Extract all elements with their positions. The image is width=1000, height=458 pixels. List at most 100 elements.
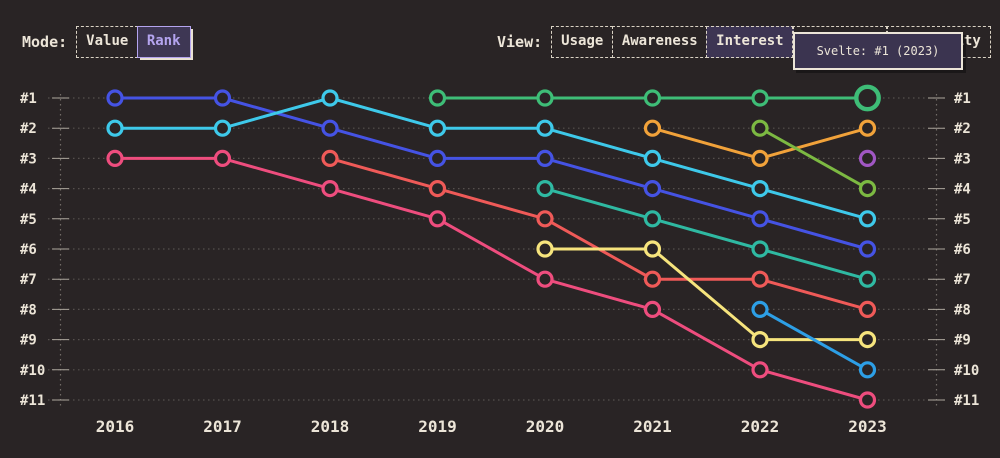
view-label: View: bbox=[497, 33, 543, 51]
data-point[interactable] bbox=[751, 89, 769, 107]
data-point[interactable] bbox=[751, 361, 769, 379]
data-point[interactable] bbox=[858, 149, 877, 167]
data-point[interactable] bbox=[643, 180, 662, 198]
data-point[interactable] bbox=[643, 119, 662, 137]
data-point[interactable] bbox=[858, 270, 877, 288]
year-label: 2021 bbox=[633, 417, 672, 436]
x-axis-labels: 2016 2017 2018 2019 2020 2021 2022 2023 bbox=[96, 417, 887, 436]
data-point[interactable] bbox=[428, 119, 447, 137]
year-label: 2023 bbox=[848, 417, 887, 436]
data-point[interactable] bbox=[428, 180, 447, 198]
data-point[interactable] bbox=[213, 149, 232, 167]
rank-label-right: #10 bbox=[954, 363, 979, 379]
series-line-series-lime bbox=[758, 126, 869, 191]
data-point[interactable] bbox=[858, 391, 877, 409]
data-point[interactable] bbox=[428, 149, 447, 167]
mode-label: Mode: bbox=[22, 33, 68, 51]
data-point[interactable] bbox=[858, 180, 877, 198]
data-point[interactable] bbox=[751, 240, 769, 258]
series-line-series-salmon bbox=[328, 156, 869, 311]
data-point[interactable] bbox=[106, 149, 124, 167]
series-line-series-cyan bbox=[113, 96, 869, 221]
rank-label-left: #2 bbox=[20, 121, 37, 137]
data-point[interactable] bbox=[106, 89, 124, 107]
rank-label-left: #8 bbox=[20, 302, 37, 318]
rank-label-right: #11 bbox=[954, 393, 979, 409]
data-point[interactable] bbox=[858, 300, 877, 318]
data-point[interactable] bbox=[643, 210, 662, 228]
view-option-awareness[interactable]: Awareness bbox=[611, 26, 708, 58]
data-point[interactable] bbox=[858, 240, 877, 258]
data-point[interactable] bbox=[751, 119, 769, 137]
data-point[interactable] bbox=[858, 210, 877, 228]
rank-label-left: #11 bbox=[20, 393, 45, 409]
series-points bbox=[106, 84, 881, 409]
tooltip-text: Svelte: #1 (2023) bbox=[816, 44, 940, 58]
rank-label-left: #1 bbox=[20, 91, 37, 107]
y-axis-right-labels: #1 #2 #3 #4 #5 #6 #7 #8 #9 #10 #11 bbox=[954, 91, 979, 409]
data-point[interactable] bbox=[751, 210, 769, 228]
data-point[interactable] bbox=[536, 270, 554, 288]
view-option-usage[interactable]: Usage bbox=[551, 26, 614, 58]
data-point[interactable] bbox=[536, 89, 554, 107]
series-line-series-blue bbox=[113, 96, 869, 251]
rank-label-left: #3 bbox=[20, 151, 37, 167]
rank-label-right: #6 bbox=[954, 242, 971, 258]
data-point[interactable] bbox=[751, 331, 769, 349]
year-label: 2020 bbox=[526, 417, 565, 436]
year-label: 2017 bbox=[203, 417, 242, 436]
data-point[interactable] bbox=[643, 300, 662, 318]
series-line-series-pink bbox=[113, 156, 869, 402]
rank-label-right: #2 bbox=[954, 121, 971, 137]
data-point[interactable] bbox=[321, 89, 339, 107]
rank-label-right: #5 bbox=[954, 212, 971, 228]
rank-label-right: #3 bbox=[954, 151, 971, 167]
data-point[interactable] bbox=[428, 89, 447, 107]
data-point[interactable] bbox=[858, 119, 877, 137]
series-line-series-sky bbox=[758, 307, 869, 372]
rank-label-right: #8 bbox=[954, 302, 971, 318]
data-point[interactable] bbox=[536, 149, 554, 167]
data-point[interactable] bbox=[643, 89, 662, 107]
data-point[interactable] bbox=[858, 361, 877, 379]
rank-label-right: #1 bbox=[954, 91, 971, 107]
data-point[interactable] bbox=[213, 119, 232, 137]
data-point[interactable] bbox=[751, 180, 769, 198]
rank-label-left: #9 bbox=[20, 333, 37, 349]
data-point[interactable] bbox=[536, 210, 554, 228]
series-line-series-teal bbox=[543, 187, 869, 281]
data-point[interactable] bbox=[428, 210, 447, 228]
data-point[interactable] bbox=[643, 240, 662, 258]
data-point[interactable] bbox=[321, 149, 339, 167]
data-point[interactable] bbox=[321, 119, 339, 137]
view-option-interest[interactable]: Interest bbox=[706, 26, 794, 58]
y-axis-left-labels: #1 #2 #3 #4 #5 #6 #7 #8 #9 #10 #11 bbox=[20, 91, 45, 409]
hover-tooltip: Svelte: #1 (2023) bbox=[793, 32, 963, 70]
rank-label-left: #6 bbox=[20, 242, 37, 258]
data-point[interactable] bbox=[536, 180, 554, 198]
data-point[interactable] bbox=[858, 331, 877, 349]
rank-label-left: #7 bbox=[20, 272, 37, 288]
data-point[interactable] bbox=[106, 119, 124, 137]
data-point[interactable] bbox=[643, 270, 662, 288]
data-point-highlighted[interactable] bbox=[854, 84, 881, 112]
data-point[interactable] bbox=[536, 240, 554, 258]
data-point[interactable] bbox=[321, 180, 339, 198]
rank-label-right: #7 bbox=[954, 272, 971, 288]
rank-label-left: #4 bbox=[20, 182, 37, 198]
rank-label-left: #5 bbox=[20, 212, 37, 228]
data-point[interactable] bbox=[213, 89, 232, 107]
year-label: 2018 bbox=[311, 417, 350, 436]
rank-label-left: #10 bbox=[20, 363, 45, 379]
mode-option-rank[interactable]: Rank bbox=[136, 26, 191, 58]
year-label: 2016 bbox=[96, 417, 135, 436]
rank-label-right: #4 bbox=[954, 182, 971, 198]
data-point[interactable] bbox=[751, 270, 769, 288]
data-point[interactable] bbox=[536, 119, 554, 137]
mode-option-value[interactable]: Value bbox=[76, 26, 139, 58]
data-point[interactable] bbox=[751, 300, 769, 318]
data-point[interactable] bbox=[751, 149, 769, 167]
data-point[interactable] bbox=[643, 149, 662, 167]
